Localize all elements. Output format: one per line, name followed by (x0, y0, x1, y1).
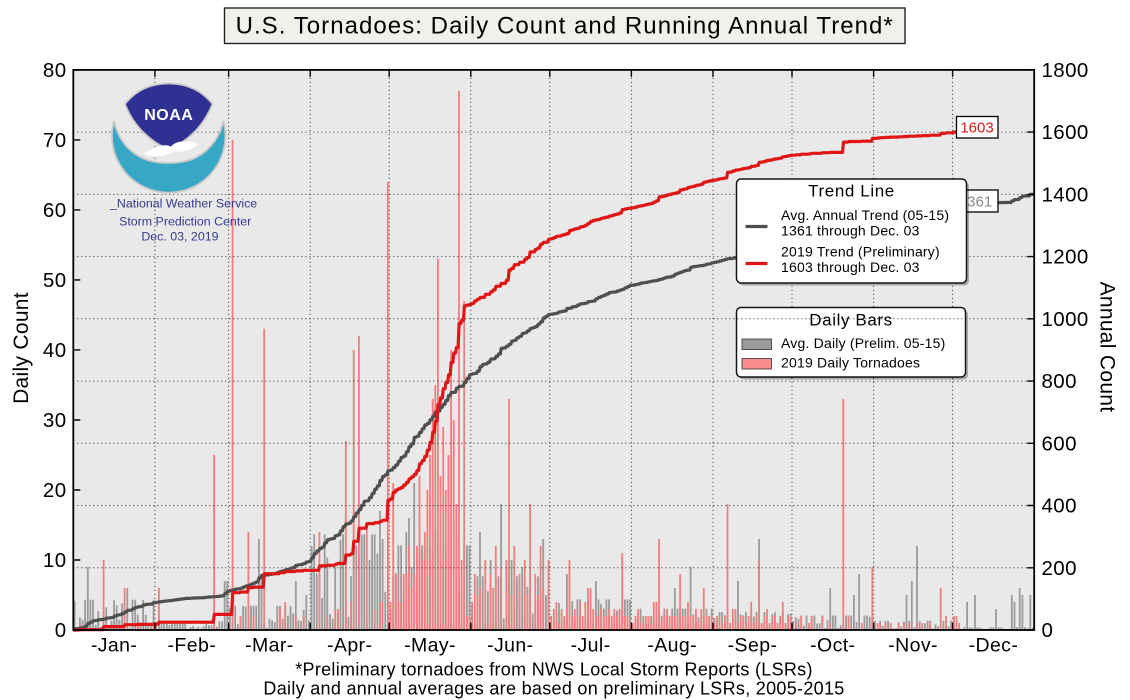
svg-text:1200: 1200 (1042, 246, 1089, 269)
svg-text:-Nov-: -Nov- (888, 635, 938, 657)
svg-text:80: 80 (43, 59, 67, 82)
svg-text:_National Weather Service: _National Weather Service (109, 197, 257, 211)
svg-text:NOAA: NOAA (144, 107, 193, 124)
svg-text:-Apr-: -Apr- (327, 635, 372, 657)
svg-text:1600: 1600 (1042, 121, 1089, 144)
svg-text:2019 Daily Tornadoes: 2019 Daily Tornadoes (781, 355, 920, 371)
svg-text:0: 0 (55, 619, 67, 642)
svg-text:40: 40 (43, 339, 67, 362)
svg-text:*Preliminary tornadoes from NW: *Preliminary tornadoes from NWS Local St… (295, 660, 813, 680)
svg-text:-Jun-: -Jun- (487, 635, 533, 657)
svg-text:-Jan-: -Jan- (91, 635, 137, 657)
svg-text:-Mar-: -Mar- (245, 635, 294, 657)
svg-text:Daily Count: Daily Count (10, 292, 33, 404)
svg-text:10: 10 (43, 549, 67, 572)
svg-text:U.S. Tornadoes: Daily Count an: U.S. Tornadoes: Daily Count and Running … (236, 13, 894, 40)
svg-text:Annual Count: Annual Count (1096, 282, 1119, 413)
svg-text:-Dec-: -Dec- (969, 635, 1019, 657)
svg-text:-Oct-: -Oct- (810, 635, 855, 657)
svg-text:400: 400 (1042, 495, 1077, 518)
svg-text:1361 through Dec. 03: 1361 through Dec. 03 (781, 223, 920, 239)
svg-text:Storm Prediction Center: Storm Prediction Center (119, 214, 251, 228)
svg-text:800: 800 (1042, 370, 1077, 393)
svg-text:200: 200 (1042, 557, 1077, 580)
svg-text:-Feb-: -Feb- (168, 635, 217, 657)
svg-text:-Aug-: -Aug- (647, 635, 697, 657)
svg-text:1603 through Dec. 03: 1603 through Dec. 03 (781, 259, 920, 275)
svg-text:70: 70 (43, 129, 67, 152)
svg-text:Daily and annual averages are: Daily and annual averages are based on p… (263, 679, 844, 699)
svg-text:Trend Line: Trend Line (808, 182, 895, 201)
svg-text:Avg. Annual Trend (05-15): Avg. Annual Trend (05-15) (781, 207, 949, 223)
svg-text:0: 0 (1042, 619, 1054, 642)
svg-text:30: 30 (43, 409, 67, 432)
svg-text:-May-: -May- (404, 635, 456, 657)
svg-text:50: 50 (43, 269, 67, 292)
svg-text:2019 Trend (Preliminary): 2019 Trend (Preliminary) (781, 244, 940, 260)
svg-text:60: 60 (43, 199, 67, 222)
svg-text:Daily Bars: Daily Bars (809, 311, 892, 330)
svg-text:600: 600 (1042, 432, 1077, 455)
svg-text:Avg. Daily (Prelim. 05-15): Avg. Daily (Prelim. 05-15) (781, 335, 945, 351)
svg-text:1000: 1000 (1042, 308, 1089, 331)
svg-text:20: 20 (43, 479, 67, 502)
svg-text:1603: 1603 (960, 120, 993, 137)
svg-text:1800: 1800 (1042, 59, 1089, 82)
svg-text:-Jul-: -Jul- (571, 635, 611, 657)
svg-text:-Sep-: -Sep- (728, 635, 778, 657)
svg-text:1400: 1400 (1042, 183, 1089, 206)
svg-text:Dec. 03, 2019: Dec. 03, 2019 (141, 229, 218, 243)
